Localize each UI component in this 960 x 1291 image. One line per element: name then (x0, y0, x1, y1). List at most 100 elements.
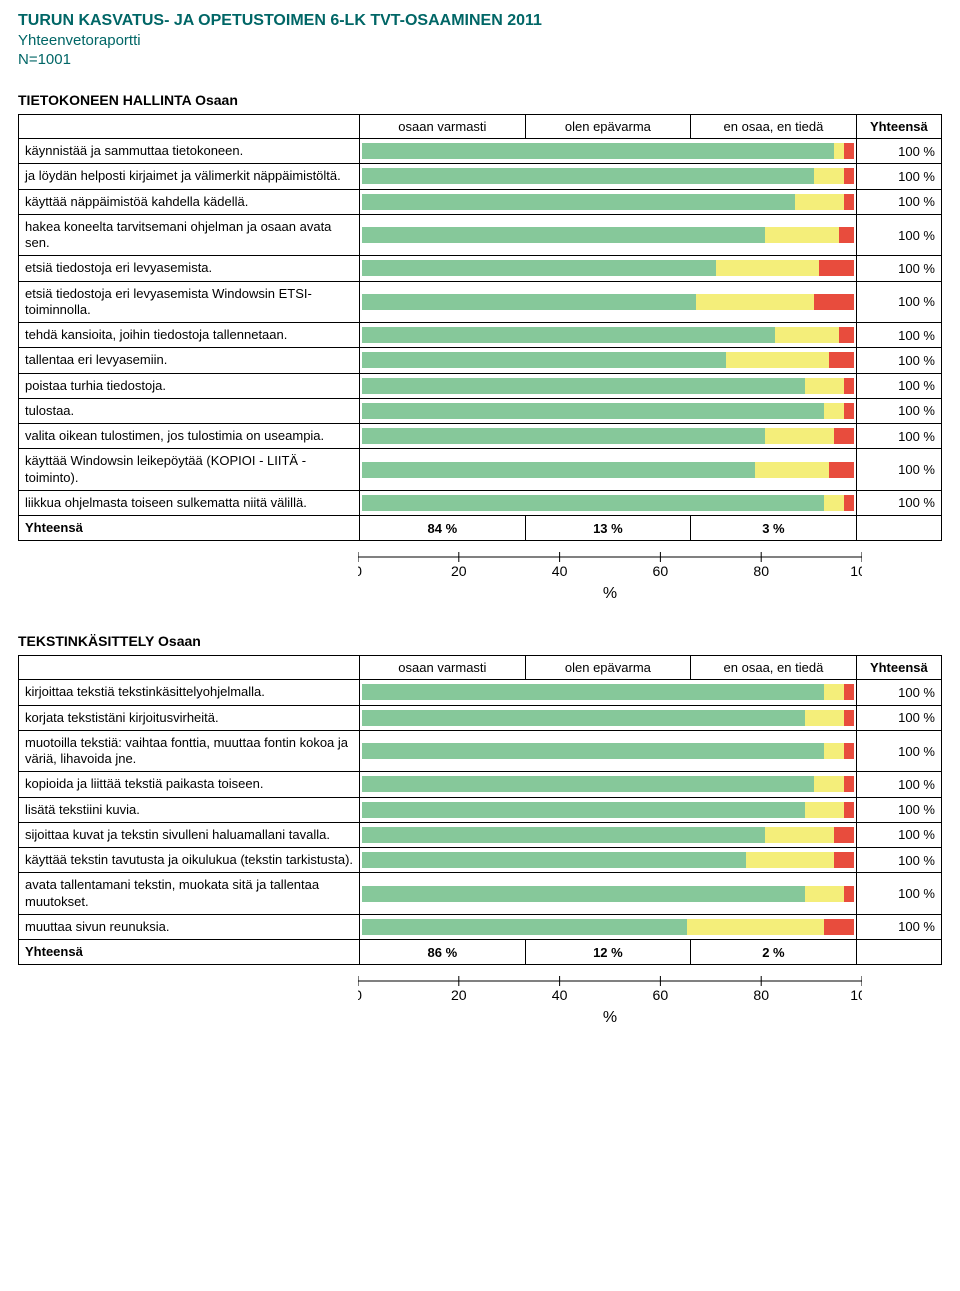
summary-row: Yhteensä84 %13 %3 % (19, 516, 942, 541)
summary-blank (856, 516, 941, 541)
bar-seg-b (765, 227, 839, 243)
bar-seg-a (362, 403, 824, 419)
stacked-bar (362, 462, 854, 478)
svg-text:20: 20 (451, 563, 467, 579)
report-subtitle: Yhteenvetoraportti (18, 32, 942, 49)
bar-cell (360, 680, 857, 705)
bar-seg-a (362, 378, 804, 394)
col-c2: olen epävarma (525, 656, 691, 680)
row-total: 100 % (856, 281, 941, 323)
bar-seg-b (746, 852, 834, 868)
table-row: sijoittaa kuvat ja tekstin sivulleni hal… (19, 822, 942, 847)
bar-seg-a (362, 684, 824, 700)
bar-cell (360, 822, 857, 847)
svg-text:0: 0 (358, 563, 362, 579)
svg-text:20: 20 (451, 987, 467, 1003)
stacked-bar (362, 168, 854, 184)
row-label: muuttaa sivun reunuksia. (19, 914, 360, 939)
bar-seg-c (834, 428, 854, 444)
svg-text:0: 0 (358, 987, 362, 1003)
row-total: 100 % (856, 164, 941, 189)
svg-text:60: 60 (653, 563, 669, 579)
row-total: 100 % (856, 730, 941, 772)
col-total: Yhteensä (856, 656, 941, 680)
bar-seg-c (814, 294, 853, 310)
stacked-bar (362, 428, 854, 444)
row-label: tulostaa. (19, 398, 360, 423)
bar-seg-c (829, 352, 854, 368)
stacked-bar (362, 886, 854, 902)
bar-seg-b (824, 403, 844, 419)
row-total: 100 % (856, 873, 941, 915)
svg-text:40: 40 (552, 563, 568, 579)
bar-seg-a (362, 168, 814, 184)
bar-seg-a (362, 143, 834, 159)
bar-seg-c (844, 710, 854, 726)
bar-cell (360, 449, 857, 491)
bar-seg-a (362, 495, 824, 511)
table-row: käynnistää ja sammuttaa tietokoneen.100 … (19, 139, 942, 164)
bar-seg-b (814, 776, 843, 792)
bar-seg-a (362, 327, 775, 343)
bar-seg-a (362, 194, 795, 210)
bar-seg-c (834, 827, 854, 843)
row-total: 100 % (856, 373, 941, 398)
svg-text:80: 80 (753, 987, 769, 1003)
stacked-bar (362, 403, 854, 419)
bar-cell (360, 914, 857, 939)
bar-cell (360, 797, 857, 822)
bar-seg-b (805, 802, 844, 818)
summary-c3: 2 % (691, 940, 857, 965)
row-total: 100 % (856, 705, 941, 730)
row-label: käyttää näppäimistöä kahdella kädellä. (19, 189, 360, 214)
bar-seg-b (824, 684, 844, 700)
stacked-bar (362, 776, 854, 792)
row-label: korjata tekstistäni kirjoitusvirheitä. (19, 705, 360, 730)
table-row: etsiä tiedostoja eri levyasemista. 100 % (19, 256, 942, 281)
row-label: etsiä tiedostoja eri levyasemista Window… (19, 281, 360, 323)
bar-seg-a (362, 227, 765, 243)
row-total: 100 % (856, 189, 941, 214)
section-title: TEKSTINKÄSITTELY Osaan (18, 633, 942, 649)
stacked-bar (362, 260, 854, 276)
row-total: 100 % (856, 797, 941, 822)
stacked-bar (362, 294, 854, 310)
row-label: lisätä tekstiini kuvia. (19, 797, 360, 822)
stacked-bar (362, 143, 854, 159)
summary-c2: 13 % (525, 516, 691, 541)
row-total: 100 % (856, 680, 941, 705)
col-c2: olen epävarma (525, 115, 691, 139)
row-label: sijoittaa kuvat ja tekstin sivulleni hal… (19, 822, 360, 847)
summary-c1: 84 % (360, 516, 526, 541)
bar-cell (360, 189, 857, 214)
axis-label: % (358, 585, 862, 603)
row-label: kirjoittaa tekstiä tekstinkäsittelyohjel… (19, 680, 360, 705)
table-row: hakea koneelta tarvitsemani ohjelman ja … (19, 214, 942, 256)
stacked-bar (362, 378, 854, 394)
table-row: poistaa turhia tiedostoja. 100 % (19, 373, 942, 398)
bar-cell (360, 873, 857, 915)
bar-seg-a (362, 827, 765, 843)
stacked-bar (362, 684, 854, 700)
row-label: etsiä tiedostoja eri levyasemista. (19, 256, 360, 281)
bar-cell (360, 281, 857, 323)
bar-seg-a (362, 294, 696, 310)
row-total: 100 % (856, 256, 941, 281)
bar-seg-c (844, 776, 854, 792)
stacked-bar (362, 194, 854, 210)
stacked-bar (362, 710, 854, 726)
bar-cell (360, 139, 857, 164)
stacked-bar (362, 852, 854, 868)
row-total: 100 % (856, 398, 941, 423)
bar-seg-b (805, 886, 844, 902)
stacked-bar (362, 919, 854, 935)
report-n: N=1001 (18, 51, 942, 68)
stacked-bar (362, 827, 854, 843)
table-row: tulostaa. 100 % (19, 398, 942, 423)
table-row: avata tallentamani tekstin, muokata sitä… (19, 873, 942, 915)
summary-label: Yhteensä (19, 516, 360, 541)
row-total: 100 % (856, 323, 941, 348)
bar-seg-b (696, 294, 814, 310)
row-label: poistaa turhia tiedostoja. (19, 373, 360, 398)
bar-seg-c (844, 886, 854, 902)
